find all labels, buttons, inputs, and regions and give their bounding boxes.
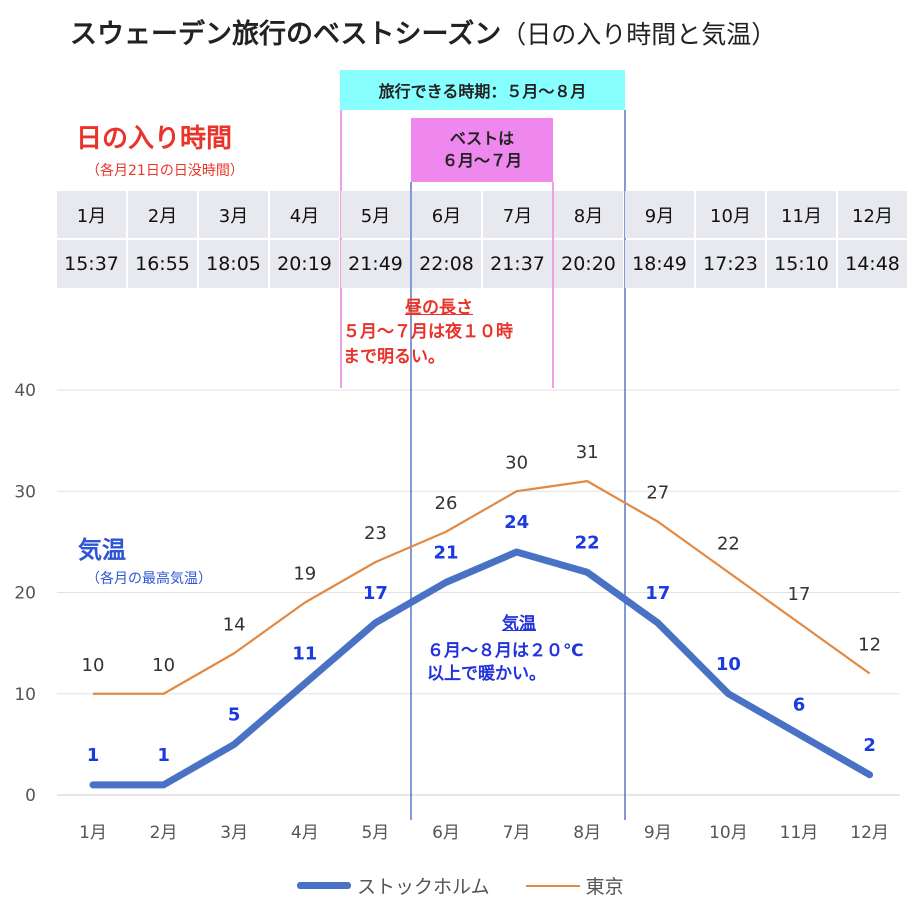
stockholm-data-label: 10 — [716, 654, 741, 675]
stockholm-data-label: 2 — [863, 735, 876, 756]
x-tick-label: 6月 — [432, 823, 460, 843]
y-tick-label: 10 — [14, 685, 36, 705]
month-cell: 8月 — [554, 191, 623, 238]
daylight-annotation-text: ５月～７月は夜１０時 まで明るい。 — [343, 322, 513, 367]
stockholm-data-label: 6 — [793, 694, 806, 715]
sunset-time-cell: 16:55 — [128, 240, 197, 288]
x-tick-label: 3月 — [220, 823, 248, 843]
month-cell: 9月 — [625, 191, 694, 238]
tokyo-data-label: 10 — [152, 655, 175, 676]
stockholm-data-label: 21 — [433, 542, 458, 563]
month-cell: 7月 — [483, 191, 552, 238]
travel-period-box: 旅行できる時期：５月～８月 — [340, 70, 625, 110]
legend-label-stockholm: ストックホルム — [357, 876, 490, 898]
tokyo-data-label: 19 — [293, 564, 316, 585]
tokyo-data-label: 17 — [788, 584, 811, 605]
temperature-annotation-text: ６月～８月は２０℃ 以上で暖かい。 — [427, 641, 584, 684]
x-tick-label: 9月 — [644, 823, 672, 843]
chart-title: スウェーデン旅行のベストシーズン（日の入り時間と気温） — [70, 12, 776, 51]
month-cell: 4月 — [270, 191, 339, 238]
sunset-time-cell: 17:23 — [696, 240, 765, 288]
best-season-box: ベストは ６月～７月 — [411, 118, 553, 182]
title-main: スウェーデン旅行のベストシーズン — [70, 19, 502, 50]
sunset-time-cell: 21:49 — [341, 240, 410, 288]
sunset-time-cell: 20:19 — [270, 240, 339, 288]
best-line1: ベストは — [449, 129, 515, 149]
x-tick-label: 10月 — [709, 823, 748, 843]
tokyo-data-label: 30 — [505, 452, 528, 473]
y-tick-label: 20 — [14, 584, 36, 604]
x-tick-label: 8月 — [573, 823, 601, 843]
stockholm-data-label: 17 — [645, 583, 670, 604]
best-line2: ６月～７月 — [441, 151, 522, 170]
temperature-title: 気温 — [78, 536, 126, 564]
tokyo-data-label: 12 — [858, 635, 881, 656]
stockholm-data-label: 1 — [87, 745, 100, 766]
stockholm-data-label: 24 — [504, 512, 529, 533]
stockholm-line — [89, 548, 874, 789]
temperature-note: （各月の最高気温） — [86, 571, 212, 587]
stockholm-data-label: 5 — [228, 704, 241, 725]
y-tick-label: 30 — [14, 482, 36, 502]
sunset-time-cell: 15:10 — [767, 240, 836, 288]
month-cell: 2月 — [128, 191, 197, 238]
month-cell: 10月 — [696, 191, 765, 238]
stockholm-data-label: 1 — [157, 745, 170, 766]
tokyo-data-label: 10 — [82, 655, 105, 676]
sunset-time-cell: 21:37 — [483, 240, 552, 288]
legend-label-tokyo: 東京 — [585, 876, 624, 898]
tokyo-data-label: 22 — [717, 533, 740, 554]
y-tick-label: 0 — [25, 786, 36, 806]
sunset-time-cell: 22:08 — [412, 240, 481, 288]
sunset-title: 日の入り時間 — [76, 124, 233, 154]
tokyo-line — [93, 480, 871, 695]
sunset-time-cell: 20:20 — [554, 240, 623, 288]
month-cell: 6月 — [412, 191, 481, 238]
x-tick-label: 2月 — [150, 823, 178, 843]
sunset-time-row: 15:37 16:55 18:05 20:19 21:49 22:08 21:3… — [57, 240, 907, 288]
sunset-time-cell: 15:37 — [57, 240, 126, 288]
x-tick-label: 12月 — [850, 823, 889, 843]
month-cell: 1月 — [57, 191, 126, 238]
travel-period-label: 旅行できる時期：５月～８月 — [378, 82, 587, 101]
month-cell: 12月 — [838, 191, 907, 238]
tokyo-data-label: 23 — [364, 523, 387, 544]
month-cell: 5月 — [341, 191, 410, 238]
y-tick-label: 40 — [14, 381, 36, 401]
tokyo-data-label: 26 — [435, 493, 458, 514]
tokyo-data-label: 14 — [223, 614, 246, 635]
x-tick-label: 5月 — [361, 823, 389, 843]
sunset-note: （各月21日の日没時間） — [86, 163, 244, 179]
tokyo-data-label: 27 — [646, 483, 669, 504]
x-tick-label: 11月 — [780, 823, 819, 843]
title-sub: （日の入り時間と気温） — [501, 20, 777, 49]
stockholm-data-label: 11 — [292, 644, 317, 665]
daylight-annotation-title: 昼の長さ — [405, 298, 473, 318]
sunset-time-cell: 18:05 — [199, 240, 268, 288]
tokyo-data-label: 31 — [576, 442, 599, 463]
x-tick-label: 1月 — [79, 823, 107, 843]
sunset-time-cell: 18:49 — [625, 240, 694, 288]
sunset-time-cell: 14:48 — [838, 240, 907, 288]
chart-legend: ストックホルム 東京 — [297, 872, 624, 899]
sunset-month-row: 1月 2月 3月 4月 5月 6月 7月 8月 9月 10月 11月 12月 — [57, 191, 907, 238]
legend-swatch-stockholm — [297, 882, 351, 889]
legend-swatch-tokyo — [525, 884, 580, 887]
temperature-annotation-title: 気温 — [502, 614, 536, 634]
stockholm-data-label: 17 — [363, 583, 388, 604]
month-cell: 3月 — [199, 191, 268, 238]
sunset-table: 1月 2月 3月 4月 5月 6月 7月 8月 9月 10月 11月 12月 1… — [57, 191, 907, 290]
month-cell: 11月 — [767, 191, 836, 238]
x-tick-label: 7月 — [503, 823, 531, 843]
x-tick-label: 4月 — [291, 823, 319, 843]
stockholm-data-label: 22 — [575, 532, 600, 553]
